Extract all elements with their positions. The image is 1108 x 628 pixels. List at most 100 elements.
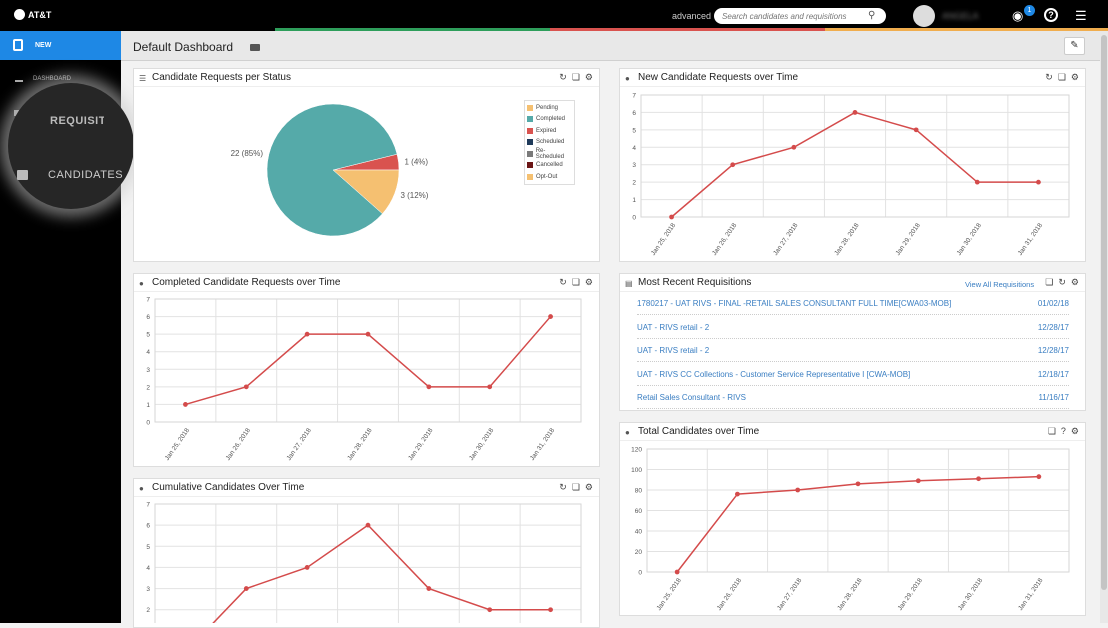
data-point: [674, 569, 680, 575]
refresh-icon[interactable]: ↻: [559, 482, 567, 492]
list-item[interactable]: UAT - RIVS CC Collections - Customer Ser…: [637, 370, 1069, 386]
search-input[interactable]: [714, 8, 886, 24]
requisition-date: 01/02/18: [1037, 299, 1069, 308]
y-tick-label: 1: [146, 402, 150, 409]
settings-icon[interactable]: ⚙: [1070, 72, 1079, 82]
plot-frame: [154, 503, 582, 623]
settings-icon[interactable]: ⚙: [584, 72, 593, 82]
requisition-name-link[interactable]: 1780217 - UAT RIVS - FINAL -RETAIL SALES…: [637, 299, 952, 308]
x-tick-label: Jan 26, 2018: [716, 577, 744, 612]
data-point: [855, 481, 861, 487]
sidebar-item-candidates[interactable]: CANDIDATES: [48, 169, 124, 181]
legend-swatch: [527, 162, 533, 169]
legend-item[interactable]: Cancelled: [527, 160, 572, 172]
new-icon: [13, 39, 23, 51]
legend-label: Re-Scheduled: [535, 147, 565, 160]
copy-icon[interactable]: ❏: [1057, 72, 1066, 82]
folder-icon[interactable]: [250, 44, 260, 51]
legend-item[interactable]: Pending: [527, 102, 572, 114]
search-icon[interactable]: ⚲: [868, 10, 876, 21]
refresh-icon[interactable]: ↻: [559, 72, 567, 82]
refresh-icon[interactable]: ↻: [559, 277, 567, 287]
pie-chart: 1 (4%) 3 (12%) 22 (85%): [231, 103, 429, 237]
legend-swatch: [527, 139, 533, 146]
help-icon[interactable]: ?: [1060, 426, 1066, 436]
data-point: [1036, 474, 1042, 480]
x-tick-label: Jan 25, 2018: [650, 222, 678, 257]
list-item[interactable]: Retail Sales Consultant - RIVS 11/16/17: [637, 393, 1069, 410]
x-tick-label: Jan 27, 2018: [776, 577, 804, 612]
data-point: [487, 607, 493, 613]
panel-tools: ↻ ❏ ⚙: [1045, 72, 1079, 83]
legend-item[interactable]: Completed: [527, 114, 572, 126]
settings-icon[interactable]: ⚙: [584, 482, 593, 492]
sidebar-item-requisitions[interactable]: REQUISITIONS: [50, 115, 104, 127]
scrollbar-thumb[interactable]: [1101, 35, 1107, 590]
chart-legend: Pending Completed Expired Scheduled Re-Sched…: [524, 100, 575, 185]
refresh-icon[interactable]: ↻: [1058, 277, 1066, 287]
legend-item[interactable]: Expired: [527, 125, 572, 137]
view-all-requisitions-link[interactable]: View All Requisitions: [965, 280, 1035, 289]
settings-icon[interactable]: ⚙: [1070, 277, 1079, 287]
data-point: [730, 162, 736, 168]
requisition-date: 12/28/17: [1037, 322, 1069, 332]
list-item[interactable]: UAT - RIVS retail - 2 12/28/17: [637, 346, 1069, 363]
y-tick-label: 1: [632, 197, 636, 204]
list-item[interactable]: UAT - RIVS retail - 2 12/28/17: [637, 323, 1069, 339]
scrollbar[interactable]: [1100, 31, 1108, 623]
y-tick-label: 100: [631, 467, 642, 474]
recent-requisitions-panel: ▤ Most Recent Requisitions ❏ ↻ ⚙: [619, 273, 1086, 411]
x-tick-label: Jan 27, 2018: [285, 427, 313, 462]
advanced-search-link[interactable]: advanced: [672, 11, 712, 21]
x-tick-label: Jan 30, 2018: [956, 222, 984, 257]
panel-title: Most Recent Requisitions: [638, 277, 752, 288]
list-item[interactable]: 1780217 - UAT RIVS - FINAL -RETAIL SALES…: [637, 299, 1069, 315]
series-line: [212, 524, 551, 623]
y-tick-label: 6: [146, 523, 150, 530]
copy-icon[interactable]: ❏: [571, 72, 580, 82]
legend-item[interactable]: Scheduled: [527, 137, 572, 149]
page-title: Default Dashboard: [133, 40, 234, 54]
data-point: [548, 314, 553, 319]
y-tick-label: 2: [146, 607, 150, 614]
legend-item[interactable]: Re-Scheduled: [527, 148, 572, 160]
y-tick-label: 80: [635, 488, 643, 495]
y-tick-label: 7: [146, 297, 150, 304]
help-icon[interactable]: ?: [1044, 8, 1058, 22]
brand-logo[interactable]: AT&T: [14, 9, 51, 20]
sidebar-item-new[interactable]: NEW: [0, 31, 121, 60]
x-tick-label: Jan 28, 2018: [833, 222, 861, 257]
brand-name: AT&T: [28, 9, 52, 20]
copy-icon[interactable]: ❏: [1047, 426, 1056, 436]
requisition-name-link[interactable]: UAT - RIVS retail - 2: [637, 322, 710, 332]
requisition-name-link[interactable]: Retail Sales Consultant - RIVS: [637, 393, 746, 403]
y-tick-label: 6: [632, 110, 636, 117]
requisition-name-link[interactable]: UAT - RIVS CC Collections - Customer Ser…: [637, 369, 911, 379]
x-tick-label: Jan 28, 2018: [836, 577, 864, 612]
legend-label: Scheduled: [536, 139, 565, 146]
sidebar-item-dashboard[interactable]: DASHBOARD: [33, 76, 72, 82]
globe-notifications-icon[interactable]: ◉: [1012, 8, 1024, 23]
legend-item[interactable]: Opt-Out: [527, 171, 572, 183]
y-tick-label: 40: [635, 529, 643, 536]
copy-icon[interactable]: ❏: [571, 277, 580, 287]
y-tick-label: 120: [631, 447, 642, 454]
data-point: [243, 384, 249, 390]
copy-icon[interactable]: ❏: [571, 482, 580, 492]
edit-dashboard-button[interactable]: ✎: [1064, 37, 1085, 55]
menu-icon[interactable]: ☰: [1075, 8, 1087, 23]
settings-icon[interactable]: ⚙: [1070, 426, 1079, 436]
data-point: [976, 476, 981, 482]
avatar[interactable]: [913, 5, 935, 27]
y-tick-label: 5: [632, 127, 636, 134]
copy-icon[interactable]: ❏: [1045, 277, 1054, 287]
y-tick-label: 3: [632, 162, 636, 169]
refresh-icon[interactable]: ↻: [1045, 72, 1053, 82]
requisition-name-link[interactable]: UAT - RIVS retail - 2: [637, 346, 710, 356]
users-icon: ●: [139, 484, 144, 493]
data-point: [791, 144, 797, 150]
user-name[interactable]: ANGELA: [942, 11, 979, 21]
settings-icon[interactable]: ⚙: [584, 277, 593, 287]
x-tick-label: Jan 27, 2018: [772, 222, 800, 257]
x-tick-label: Jan 25, 2018: [655, 577, 683, 612]
